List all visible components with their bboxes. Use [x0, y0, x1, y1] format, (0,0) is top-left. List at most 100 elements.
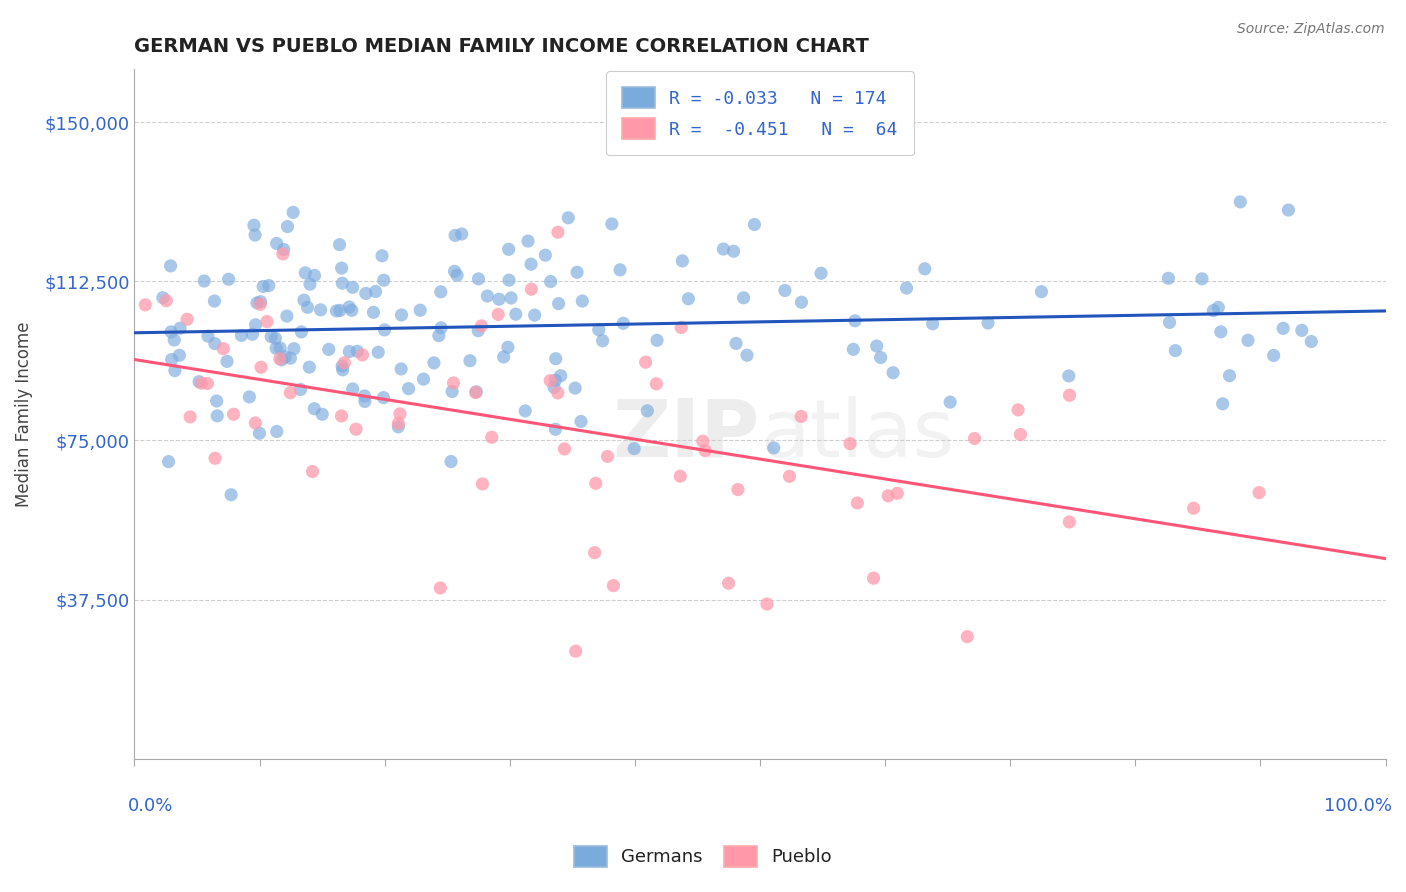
Point [1164, 343, 1187, 358]
Point [270, 352, 292, 367]
Point [266, 236, 288, 251]
Point [264, 342, 287, 356]
Point [423, 356, 446, 370]
Point [762, 441, 785, 455]
Point [695, 443, 717, 458]
Point [159, 259, 181, 273]
Point [538, 374, 561, 388]
Point [717, 576, 740, 591]
Point [387, 417, 409, 431]
Point [1209, 325, 1232, 339]
Point [373, 323, 395, 337]
Point [269, 341, 291, 355]
Point [169, 321, 191, 335]
Point [340, 303, 363, 318]
Point [309, 302, 332, 317]
Point [441, 384, 464, 399]
Point [298, 360, 321, 375]
Point [440, 454, 463, 468]
Point [886, 486, 908, 500]
Point [846, 496, 869, 510]
Point [176, 312, 198, 326]
Point [465, 384, 488, 399]
Point [245, 416, 267, 430]
Point [869, 351, 891, 365]
Point [330, 261, 353, 276]
Point [318, 343, 340, 357]
Point [204, 451, 226, 466]
Point [430, 285, 453, 299]
Point [1272, 321, 1295, 335]
Point [744, 218, 766, 232]
Point [779, 469, 801, 483]
Point [571, 294, 593, 309]
Point [398, 382, 420, 396]
Point [160, 325, 183, 339]
Point [219, 488, 242, 502]
Point [724, 336, 747, 351]
Point [669, 469, 692, 483]
Point [363, 305, 385, 319]
Point [1059, 388, 1081, 402]
Point [337, 344, 360, 359]
Point [671, 320, 693, 334]
Point [204, 336, 226, 351]
Point [247, 426, 270, 441]
Point [330, 359, 353, 373]
Point [430, 321, 453, 335]
Point [391, 308, 413, 322]
Point [297, 301, 319, 315]
Point [256, 315, 278, 329]
Point [373, 391, 395, 405]
Point [634, 355, 657, 369]
Point [197, 376, 219, 391]
Point [678, 292, 700, 306]
Point [134, 298, 156, 312]
Point [252, 279, 274, 293]
Point [470, 318, 492, 333]
Point [692, 434, 714, 449]
Point [492, 350, 515, 364]
Point [773, 284, 796, 298]
Text: 0.0%: 0.0% [128, 797, 173, 814]
Point [294, 266, 316, 280]
Point [557, 211, 579, 225]
Point [585, 476, 607, 491]
Point [735, 348, 758, 362]
Point [245, 318, 267, 332]
Point [1202, 303, 1225, 318]
Point [810, 266, 832, 280]
Point [1229, 194, 1251, 209]
Point [330, 409, 353, 423]
Point [373, 273, 395, 287]
Point [1249, 485, 1271, 500]
Point [222, 407, 245, 421]
Point [250, 360, 273, 375]
Point [1218, 368, 1240, 383]
Point [733, 291, 755, 305]
Point [565, 265, 588, 279]
Point [977, 316, 1000, 330]
Point [862, 571, 884, 585]
Point [290, 383, 312, 397]
Point [467, 272, 489, 286]
Legend: R = -0.033   N = 174, R =  -0.451   N =  64: R = -0.033 N = 174, R = -0.451 N = 64 [606, 71, 914, 155]
Point [523, 308, 546, 322]
Point [274, 350, 297, 364]
Point [450, 227, 472, 241]
Point [179, 409, 201, 424]
Point [547, 386, 569, 401]
Text: 100.0%: 100.0% [1324, 797, 1392, 814]
Point [592, 334, 614, 348]
Point [790, 409, 813, 424]
Point [298, 277, 321, 292]
Point [409, 303, 432, 318]
Point [623, 442, 645, 456]
Point [280, 385, 302, 400]
Point [515, 404, 537, 418]
Point [342, 280, 364, 294]
Point [1007, 403, 1029, 417]
Point [249, 297, 271, 311]
Point [544, 373, 567, 387]
Point [1010, 427, 1032, 442]
